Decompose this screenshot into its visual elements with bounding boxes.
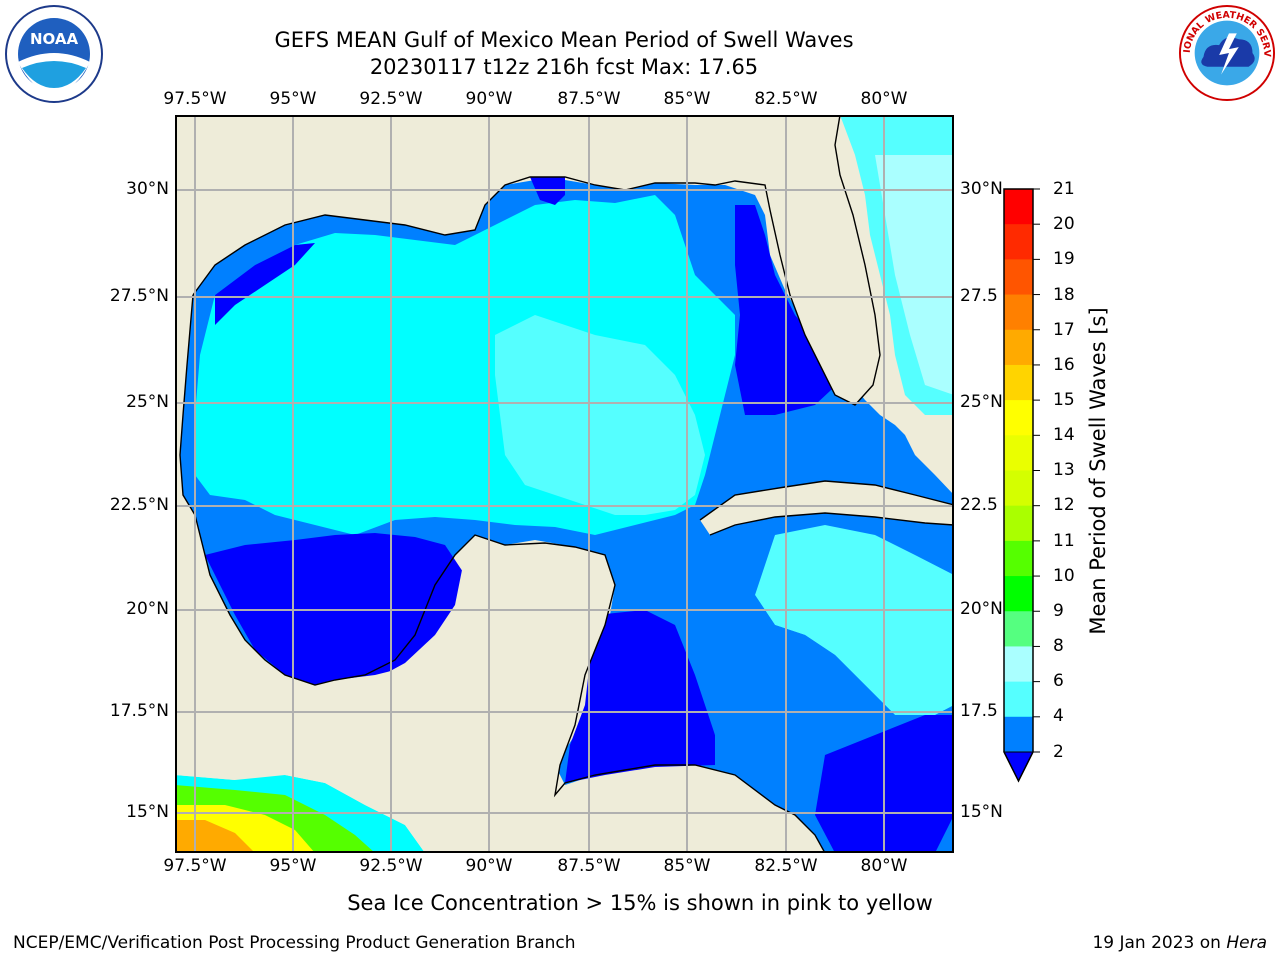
lat-label-left: 27.5°N: [109, 286, 169, 306]
lon-label-top: 95°W: [269, 89, 317, 109]
footer-date: 19 Jan 2023 on Hera: [1092, 933, 1267, 953]
colorbar-tick: 12: [1053, 495, 1075, 515]
lat-label-left: 17.5°N: [109, 701, 169, 721]
lat-label-left: 22.5°N: [109, 495, 169, 515]
colorbar-extend-arrow: [1003, 751, 1034, 783]
colorbar-tick: 14: [1053, 425, 1075, 445]
yucatan-land: [285, 543, 615, 853]
nws-logo: NATIONAL WEATHER SERVICE: [1178, 4, 1276, 102]
colorbar-tick: 9: [1053, 601, 1064, 621]
noaa-logo: NOAA: [5, 5, 103, 103]
lon-label-bottom: 85°W: [663, 856, 711, 876]
colorbar-tick: 15: [1053, 390, 1075, 410]
mexico-west-land: [175, 115, 775, 780]
colorbar-segment: [1004, 435, 1033, 471]
cuba-land: [700, 481, 954, 535]
florida-land: [695, 115, 880, 405]
colorbar-tick: 17: [1053, 320, 1075, 340]
colorbar-segment: [1004, 400, 1033, 436]
lon-label-top: 87.5°W: [557, 89, 621, 109]
colorbar-segment: [1004, 576, 1033, 612]
colorbar-tick: 10: [1053, 566, 1075, 586]
lat-label-right: 30°N: [960, 179, 1003, 199]
colorbar-tick: 11: [1053, 531, 1075, 551]
lat-label-left: 15°N: [126, 802, 169, 822]
lat-label-right: 25°N: [960, 392, 1003, 412]
lon-label-bottom: 87.5°W: [557, 856, 621, 876]
colorbar-tick: 16: [1053, 355, 1075, 375]
lon-label-bottom: 97.5°W: [163, 856, 227, 876]
lon-label-top: 85°W: [663, 89, 711, 109]
lon-label-bottom: 82.5°W: [754, 856, 818, 876]
lat-label-left: 30°N: [126, 179, 169, 199]
colorbar-segment: [1004, 329, 1033, 366]
colorbar-tick: 21: [1053, 179, 1075, 199]
colorbar-frame: [1003, 188, 1034, 783]
colorbar-segment: [1004, 505, 1033, 542]
atlantic-light-region: [875, 155, 954, 395]
colorbar-segment: [1004, 189, 1033, 225]
lon-label-top: 97.5°W: [163, 89, 227, 109]
colorbar-tick: 20: [1053, 214, 1075, 234]
lat-label-left: 20°N: [126, 599, 169, 619]
colorbar-segment: [1004, 259, 1033, 296]
colorbar-segment: [1004, 224, 1033, 260]
west-gulf-deep-blue: [215, 243, 315, 325]
colorbar: [1003, 188, 1040, 783]
gulf-of-mexico-swell-period-map: [175, 115, 954, 853]
colorbar-segment: [1004, 716, 1033, 752]
colorbar-tick: 4: [1053, 706, 1064, 726]
lat-label-right: 20°N: [960, 599, 1003, 619]
lat-label-right: 27.5: [960, 286, 998, 306]
colorbar-tick: 18: [1053, 285, 1075, 305]
colorbar-segment: [1004, 646, 1033, 683]
colorbar-segment: [1004, 681, 1033, 718]
colorbar-segment: [1004, 294, 1033, 331]
colorbar-tick: 8: [1053, 636, 1064, 656]
lon-label-bottom: 90°W: [465, 856, 513, 876]
lat-label-right: 15°N: [960, 802, 1003, 822]
gulf-light-cyan-region: [495, 315, 705, 515]
lon-label-bottom: 92.5°W: [359, 856, 423, 876]
map-subtitle-forecast: 20230117 t12z 216h fcst Max: 17.65: [369, 55, 759, 79]
lon-label-bottom: 80°W: [860, 856, 908, 876]
colorbar-tick: 13: [1053, 460, 1075, 480]
lat-label-right: 17.5: [960, 701, 998, 721]
lon-label-top: 92.5°W: [359, 89, 423, 109]
lon-label-top: 90°W: [465, 89, 513, 109]
grid-lines: [175, 115, 954, 853]
colorbar-segment: [1004, 611, 1033, 647]
sea-ice-note: Sea Ice Concentration > 15% is shown in …: [347, 891, 933, 915]
colorbar-segment: [1004, 470, 1033, 507]
colorbar-tick: 19: [1053, 249, 1075, 269]
lat-label-right: 22.5: [960, 495, 998, 515]
svg-text:NOAA: NOAA: [30, 30, 79, 48]
footer-organization: NCEP/EMC/Verification Post Processing Pr…: [13, 933, 576, 953]
yucatan-channel-deep-blue: [565, 610, 715, 783]
colorbar-segment: [1004, 364, 1033, 401]
lon-label-bottom: 95°W: [269, 856, 317, 876]
map-frame: [175, 115, 954, 853]
caribbean-ocean-field: [755, 525, 954, 715]
florida-shelf-deep-blue: [735, 205, 845, 415]
footer-host: Hera: [1226, 933, 1267, 953]
lat-label-left: 25°N: [126, 392, 169, 412]
colorbar-segment: [1004, 540, 1033, 577]
lon-label-top: 80°W: [860, 89, 908, 109]
map-title: GEFS MEAN Gulf of Mexico Mean Period of …: [274, 28, 854, 52]
footer-date-text: 19 Jan 2023 on: [1092, 933, 1227, 953]
colorbar-tick: 6: [1053, 671, 1064, 691]
colorbar-tick: 2: [1053, 742, 1064, 762]
central-america-land: [565, 765, 825, 853]
colorbar-title: Mean Period of Swell Waves [s]: [1086, 307, 1110, 635]
lon-label-top: 82.5°W: [754, 89, 818, 109]
